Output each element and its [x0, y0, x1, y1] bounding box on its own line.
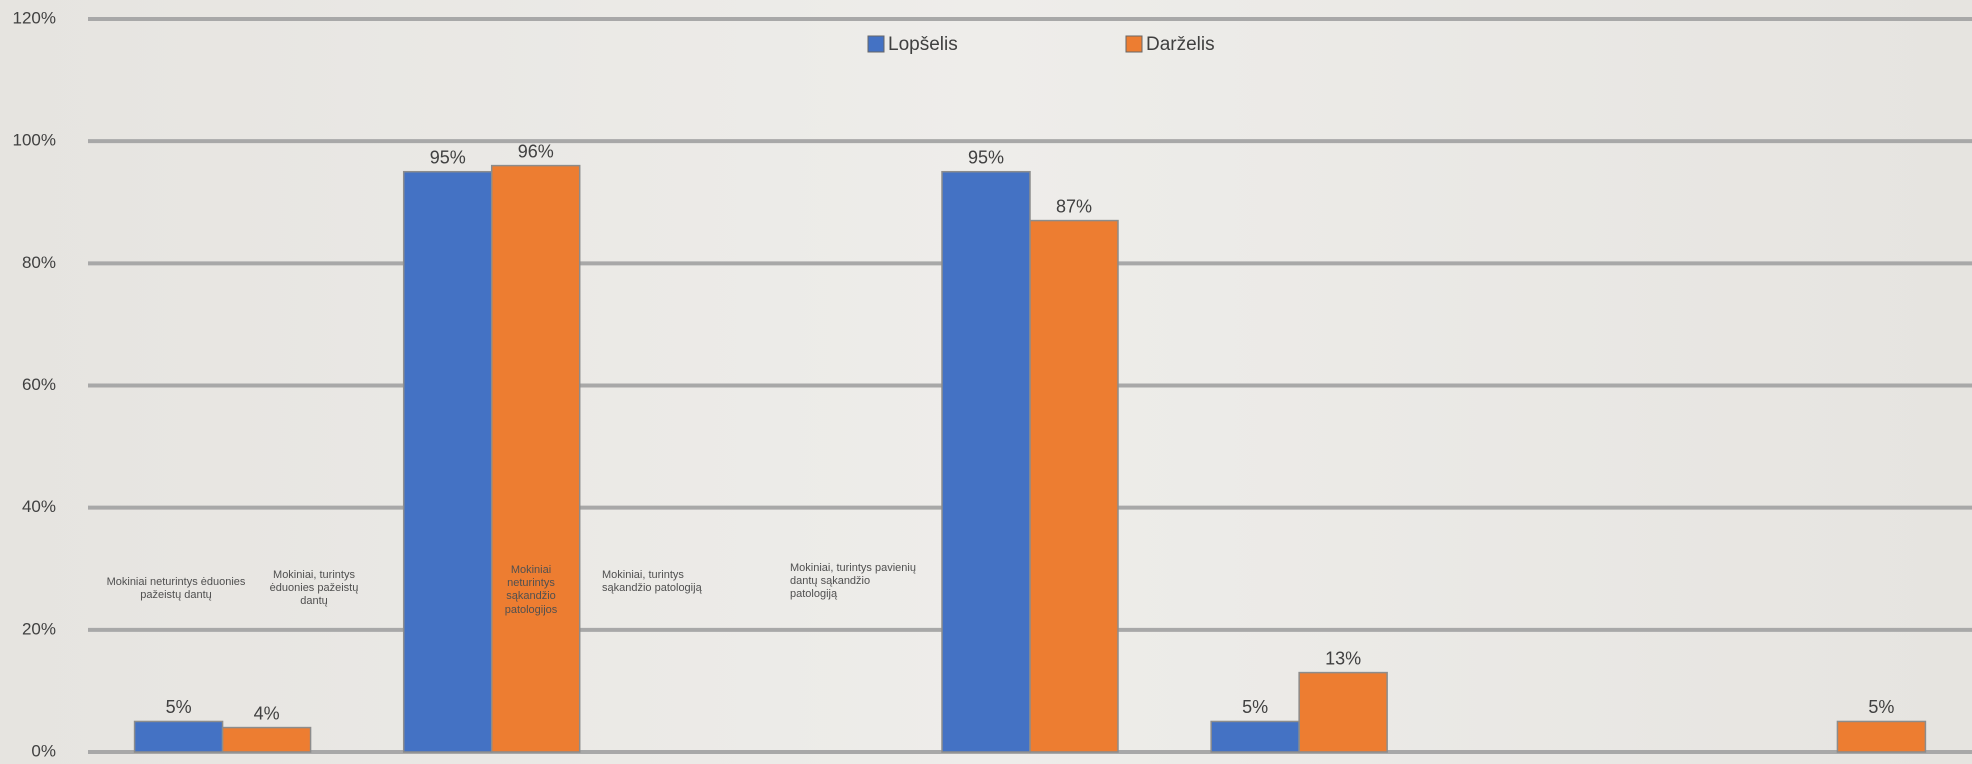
value-label: 5%: [1868, 697, 1894, 717]
y-tick-label: 60%: [22, 375, 56, 394]
value-label: 95%: [968, 147, 1004, 167]
legend-swatch: [867, 35, 885, 53]
annotation: Mokiniai, turintys sąkandžio patologiją: [602, 569, 702, 595]
legend-swatch: [1125, 35, 1143, 53]
annotation: Mokiniai neturintys ėduonies pažeistų da…: [106, 576, 246, 602]
y-tick-label: 120%: [13, 8, 56, 27]
value-label: 95%: [430, 147, 466, 167]
bar: [490, 164, 581, 753]
bar: [941, 170, 1031, 753]
value-label: 96%: [518, 141, 554, 161]
legend-label: Darželis: [1146, 34, 1215, 55]
value-label: 5%: [166, 697, 192, 717]
y-tick-label: 20%: [22, 619, 56, 638]
bar: [1836, 720, 1927, 753]
value-label: 13%: [1325, 648, 1361, 668]
bar: [133, 720, 224, 753]
bar: [402, 170, 493, 753]
y-tick-label: 80%: [22, 253, 56, 272]
bar: [1210, 720, 1300, 753]
value-label: 5%: [1242, 697, 1268, 717]
bar: [1029, 219, 1119, 753]
y-tick-label: 40%: [22, 497, 56, 516]
annotation: Mokiniai, turintys ėduonies pažeistų dan…: [269, 569, 359, 608]
bar: [221, 726, 312, 753]
value-label: 4%: [254, 703, 280, 723]
annotation: Mokiniai, turintys pavienių dantų sąkand…: [790, 562, 916, 601]
y-tick-label: 0%: [31, 741, 56, 760]
annotation: Mokiniai neturintys sąkandžio patologijo…: [504, 564, 558, 616]
bar: [1298, 671, 1388, 753]
value-label: 87%: [1056, 196, 1092, 216]
legend-label: Lopšelis: [888, 34, 958, 55]
y-tick-label: 100%: [13, 131, 56, 150]
